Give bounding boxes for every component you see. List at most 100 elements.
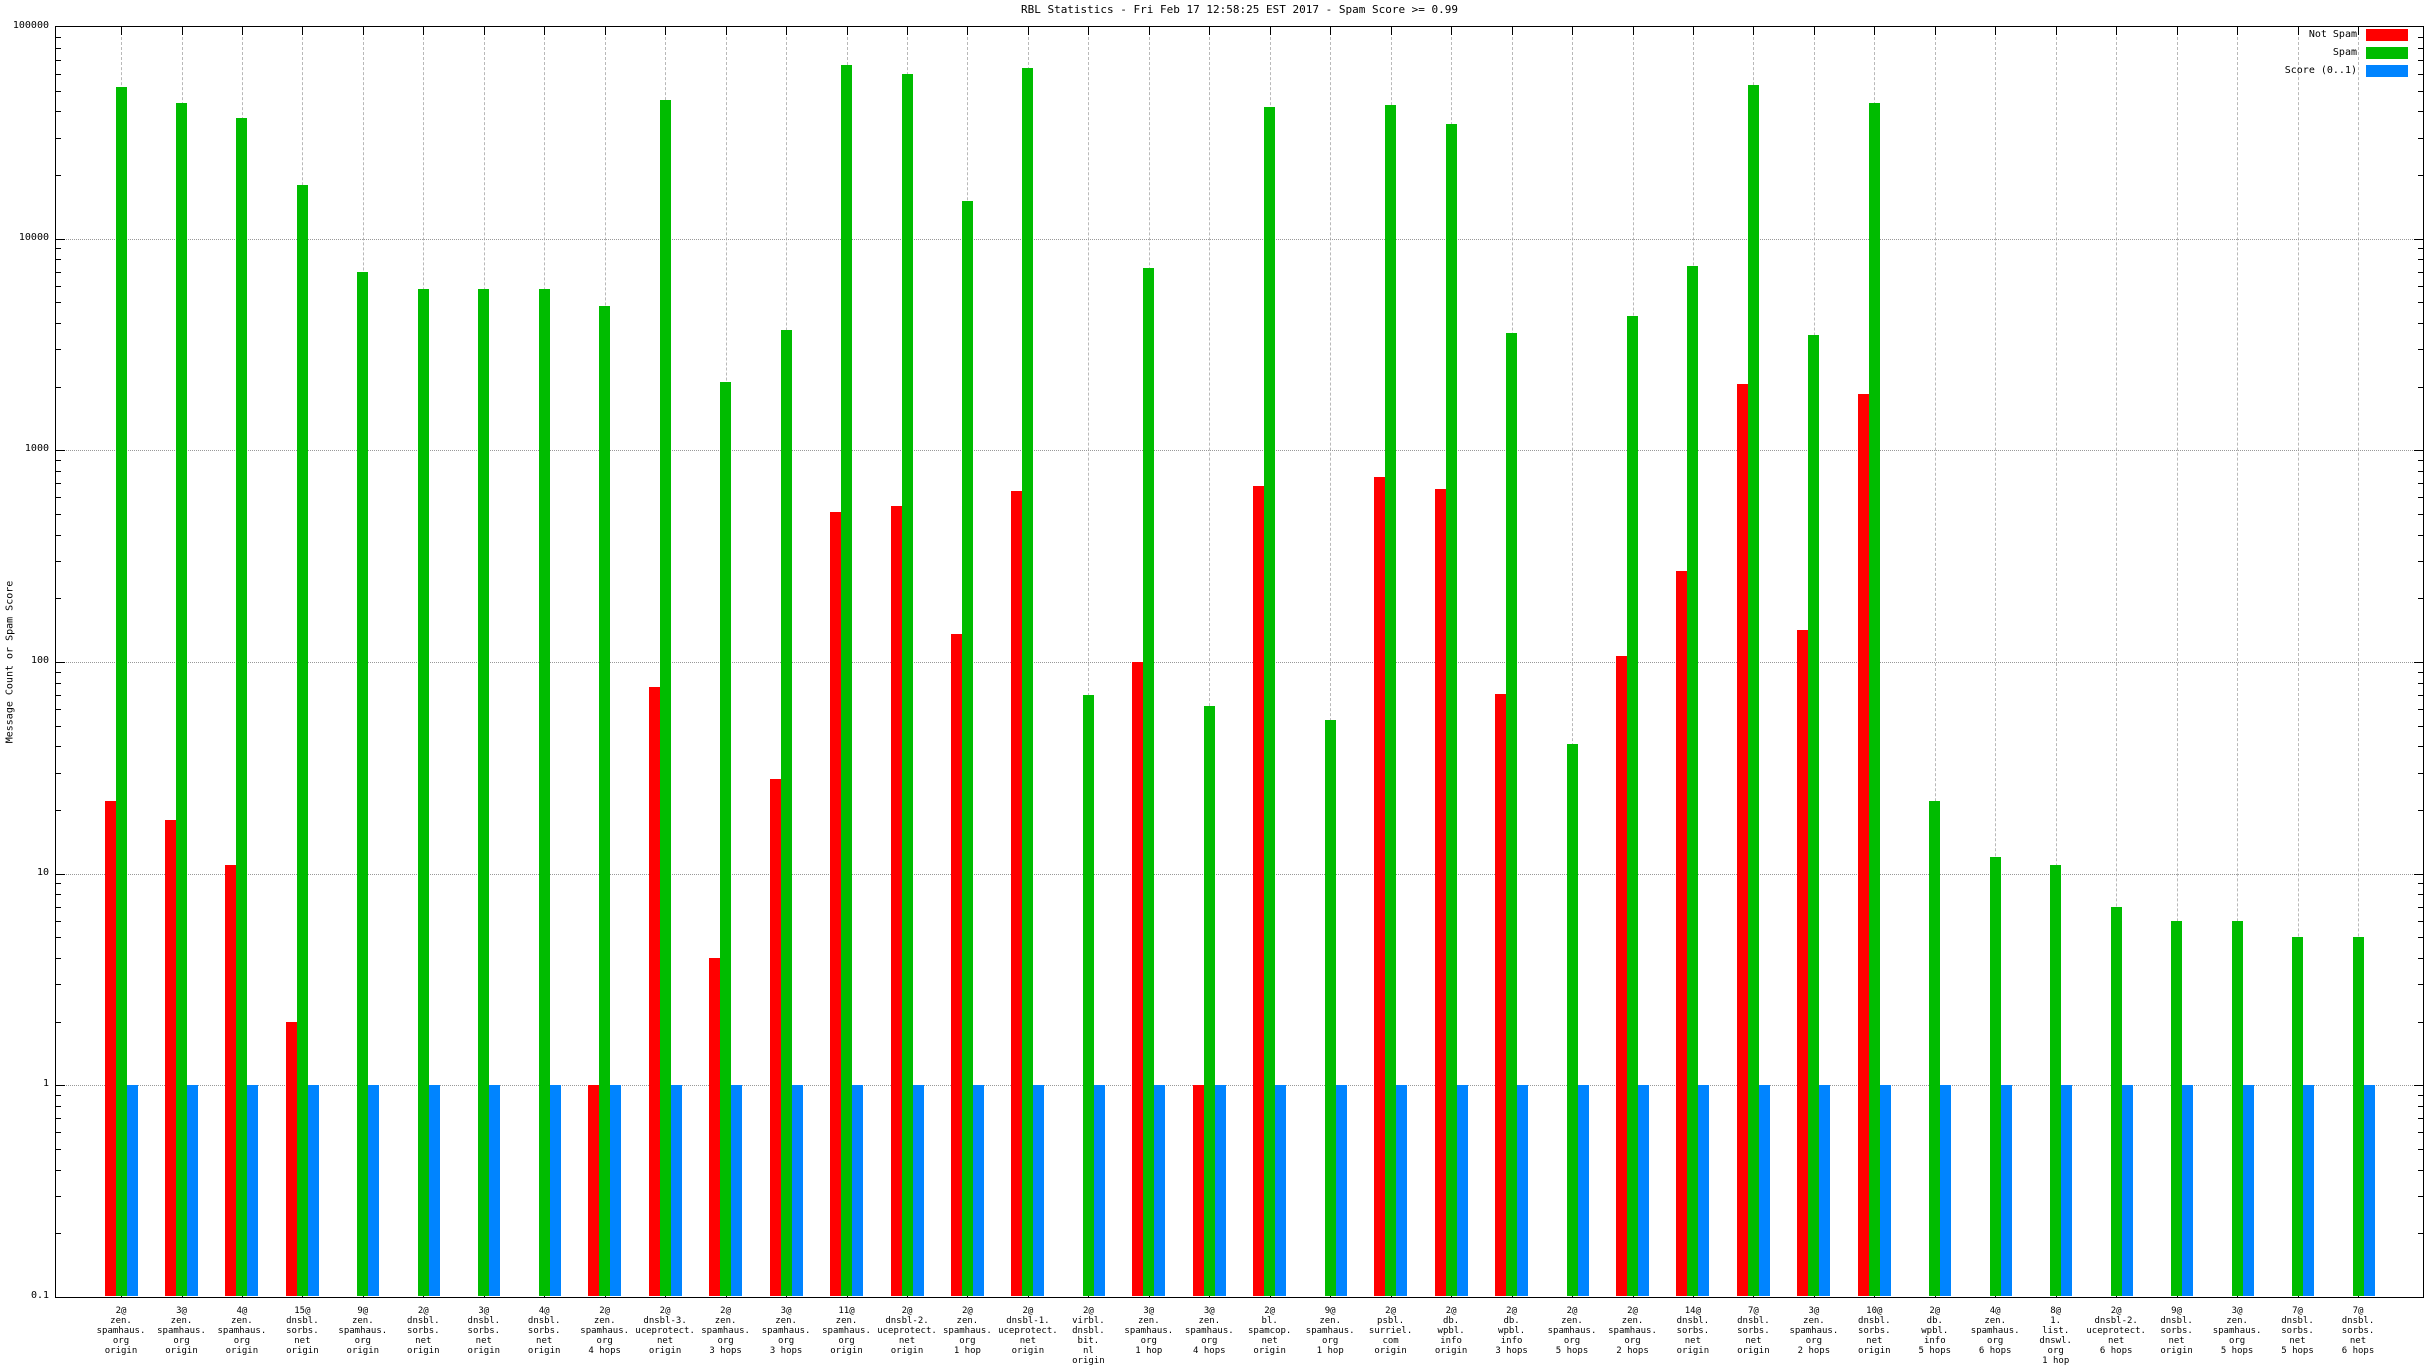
bar-score	[187, 1085, 198, 1296]
y-minor-tick	[56, 322, 61, 324]
x-tick-top	[1934, 27, 1936, 35]
x-tick-label: 11@ zen. spamhaus. org origin	[822, 1306, 871, 1356]
bar-not-spam	[890, 506, 902, 1296]
y-minor-tick	[56, 174, 61, 176]
bar-score	[1758, 1085, 1770, 1296]
bar-not-spam	[830, 512, 841, 1296]
bar-not-spam	[1374, 476, 1386, 1296]
bar-score	[368, 1085, 380, 1296]
y-minor-tick	[2418, 984, 2423, 986]
y-minor-tick	[2418, 137, 2423, 139]
y-major-tick	[2414, 450, 2423, 452]
y-minor-tick	[2418, 259, 2423, 261]
x-tick-top	[2055, 27, 2057, 35]
bar-not-spam	[648, 687, 660, 1296]
bar-score	[247, 1085, 259, 1296]
y-minor-tick	[2418, 1196, 2423, 1197]
y-minor-tick	[56, 906, 61, 908]
bar-score	[1819, 1085, 1831, 1296]
bar-spam	[1143, 267, 1155, 1296]
x-tick-label: 2@ dnsbl-2. uceprotect. net origin	[877, 1306, 937, 1356]
bar-spam	[478, 288, 490, 1296]
y-major-tick	[56, 873, 65, 875]
y-minor-tick	[2418, 1021, 2423, 1023]
y-major-tick	[2414, 238, 2423, 240]
y-minor-tick	[56, 1118, 61, 1120]
y-minor-tick	[2418, 561, 2423, 562]
y-major-tick	[2414, 662, 2423, 663]
y-minor-tick	[56, 561, 61, 562]
bar-not-spam	[1132, 662, 1144, 1296]
bar-score	[2061, 1085, 2073, 1296]
x-tick-label: 4@ zen. spamhaus. org origin	[217, 1306, 267, 1356]
y-minor-tick	[2418, 1233, 2423, 1235]
x-tick-top	[544, 27, 546, 35]
legend-entry-score: Score (0..1)	[2285, 64, 2408, 77]
bar-score	[307, 1085, 319, 1296]
x-tick-label: 9@ dnsbl. sorbs. net origin	[2160, 1306, 2193, 1356]
y-minor-tick	[2418, 709, 2423, 710]
x-tick-label: 8@ 1. list. dnswl. org 1 hop	[2039, 1306, 2072, 1366]
x-tick-top	[241, 27, 243, 35]
y-minor-tick	[2418, 514, 2423, 516]
bar-spam	[659, 100, 671, 1296]
chart-title: RBL Statistics - Fri Feb 17 12:58:25 EST…	[1020, 3, 1459, 16]
y-minor-tick	[56, 1095, 61, 1096]
x-tick-top	[665, 27, 667, 35]
y-minor-tick	[2418, 111, 2423, 113]
bar-spam	[176, 102, 187, 1296]
bar-score	[1638, 1085, 1649, 1296]
y-major-tick	[56, 450, 65, 452]
y-minor-tick	[56, 460, 61, 461]
y-minor-tick	[56, 883, 61, 885]
x-tick-top	[1692, 27, 1694, 35]
y-minor-tick	[56, 694, 61, 696]
x-tick-label: 9@ zen. spamhaus. org 1 hop	[1305, 1306, 1355, 1356]
bar-score	[1154, 1085, 1166, 1296]
y-minor-tick	[2418, 598, 2423, 600]
bar-score	[731, 1085, 743, 1296]
y-minor-tick	[56, 1196, 61, 1197]
bar-score	[670, 1085, 682, 1296]
bar-not-spam	[225, 864, 237, 1296]
x-tick-top	[423, 27, 425, 35]
y-minor-tick	[2418, 671, 2423, 673]
y-minor-tick	[2418, 271, 2423, 273]
y-minor-tick	[56, 1169, 61, 1171]
y-minor-tick	[2418, 302, 2423, 304]
bar-spam	[2352, 937, 2364, 1296]
y-minor-tick	[2418, 47, 2423, 49]
x-tick-label: 2@ dnsbl. sorbs. net origin	[407, 1306, 440, 1356]
y-minor-tick	[2418, 883, 2423, 885]
y-minor-tick	[2418, 322, 2423, 324]
horizontal-gridline	[56, 873, 2423, 875]
y-minor-tick	[56, 386, 61, 388]
bar-score	[2242, 1085, 2254, 1296]
y-tick-label: 100000	[12, 20, 49, 31]
y-minor-tick	[2418, 349, 2423, 351]
x-tick-label: 2@ zen. spamhaus. org origin	[96, 1306, 146, 1356]
y-minor-tick	[2418, 957, 2423, 959]
bar-not-spam	[950, 634, 962, 1296]
bar-score	[791, 1085, 803, 1296]
y-minor-tick	[56, 349, 61, 351]
x-tick-top	[1874, 27, 1876, 35]
y-minor-tick	[2418, 772, 2423, 774]
y-minor-tick	[56, 709, 61, 710]
y-minor-tick	[56, 514, 61, 516]
x-tick-label: 2@ zen. spamhaus. org 2 hops	[1608, 1306, 1657, 1356]
y-minor-tick	[56, 1233, 61, 1235]
bar-spam	[1506, 332, 1518, 1296]
x-tick-label: 3@ zen. spamhaus. org 4 hops	[1184, 1306, 1234, 1356]
bar-score	[1456, 1085, 1468, 1296]
bar-not-spam	[1011, 491, 1023, 1296]
bar-not-spam	[104, 801, 116, 1296]
y-minor-tick	[2418, 920, 2423, 922]
y-minor-tick	[2418, 483, 2423, 485]
y-minor-tick	[2418, 248, 2423, 250]
x-tick-label: 2@ db. wpbl. info 5 hops	[1918, 1306, 1952, 1356]
bar-spam	[1989, 856, 2001, 1296]
y-minor-tick	[56, 483, 61, 485]
legend-entry-spam: Spam	[2285, 46, 2408, 59]
